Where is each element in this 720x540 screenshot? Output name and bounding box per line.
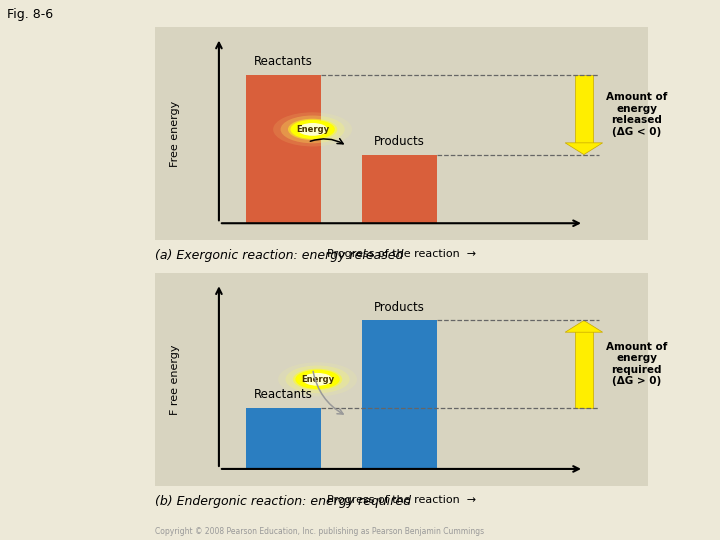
Circle shape bbox=[290, 120, 335, 139]
Text: Copyright © 2008 Pearson Education, Inc. publishing as Pearson Benjamin Cummings: Copyright © 2008 Pearson Education, Inc.… bbox=[155, 526, 484, 536]
Circle shape bbox=[298, 123, 328, 136]
Text: (a) Exergonic reaction: energy released: (a) Exergonic reaction: energy released bbox=[155, 249, 403, 262]
Circle shape bbox=[281, 116, 345, 143]
Circle shape bbox=[273, 112, 352, 146]
Text: Free energy: Free energy bbox=[169, 100, 179, 167]
Text: (b) Endergonic reaction: energy required: (b) Endergonic reaction: energy required bbox=[155, 495, 411, 508]
Bar bbox=[362, 320, 437, 469]
Bar bbox=[246, 75, 321, 223]
Text: Amount of
energy
released
(ΔG < 0): Amount of energy released (ΔG < 0) bbox=[606, 92, 667, 137]
Text: Reactants: Reactants bbox=[254, 388, 313, 401]
Bar bbox=[575, 329, 593, 408]
Circle shape bbox=[278, 362, 357, 396]
Text: Reactants: Reactants bbox=[254, 56, 313, 69]
Bar bbox=[575, 75, 593, 146]
Text: Products: Products bbox=[374, 135, 425, 148]
Text: F ree energy: F ree energy bbox=[169, 344, 179, 415]
Bar bbox=[246, 408, 321, 469]
Circle shape bbox=[302, 373, 333, 386]
Circle shape bbox=[286, 366, 350, 393]
Polygon shape bbox=[565, 143, 603, 154]
Text: Energy: Energy bbox=[296, 125, 329, 134]
Polygon shape bbox=[565, 320, 603, 332]
Text: Fig. 8-6: Fig. 8-6 bbox=[7, 8, 53, 21]
Text: Energy: Energy bbox=[301, 375, 334, 384]
Text: Products: Products bbox=[374, 301, 425, 314]
Circle shape bbox=[288, 119, 337, 140]
Text: Progress of the reaction  →: Progress of the reaction → bbox=[327, 249, 476, 259]
Circle shape bbox=[295, 370, 340, 389]
Bar bbox=[362, 154, 437, 223]
Text: Progress of the reaction  →: Progress of the reaction → bbox=[327, 495, 476, 504]
Text: Amount of
energy
required
(ΔG > 0): Amount of energy required (ΔG > 0) bbox=[606, 342, 667, 387]
Circle shape bbox=[293, 369, 342, 390]
